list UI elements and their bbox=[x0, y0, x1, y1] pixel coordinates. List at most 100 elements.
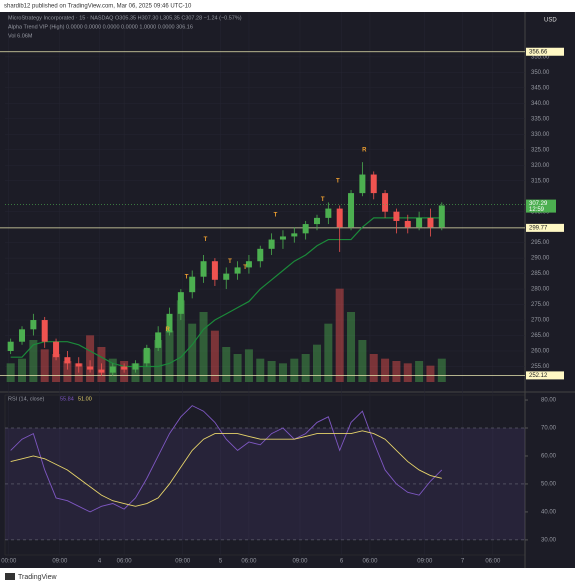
footer-logo: TradingView bbox=[18, 574, 57, 581]
publisher-line: shardib12 published on TradingView.com, … bbox=[4, 4, 192, 10]
candle-body bbox=[291, 233, 298, 237]
volume-bar bbox=[176, 300, 185, 382]
x-tick-label: 5 bbox=[219, 559, 223, 565]
x-tick-label: 09:00 bbox=[417, 559, 433, 565]
x-tick-label: 06:00 bbox=[362, 559, 378, 565]
trend-line bbox=[10, 217, 442, 368]
candle-body bbox=[109, 366, 116, 373]
candle-body bbox=[314, 217, 320, 225]
legend-value: 55.84 bbox=[60, 396, 74, 402]
signal-label: T bbox=[321, 197, 325, 203]
x-tick-label: 4 bbox=[98, 559, 102, 565]
candle-body bbox=[438, 205, 445, 228]
candle-body bbox=[98, 369, 105, 373]
candle-body bbox=[427, 217, 434, 228]
candle-body bbox=[155, 332, 162, 348]
candle-body bbox=[132, 363, 139, 370]
y-tick-label: 60.00 bbox=[541, 454, 557, 460]
signal-label: T bbox=[336, 178, 340, 184]
volume-bar bbox=[244, 349, 253, 382]
candle-body bbox=[302, 224, 309, 234]
signal-label: R bbox=[362, 147, 367, 153]
candle-body bbox=[257, 248, 264, 262]
candle-body bbox=[336, 208, 343, 228]
x-tick-label: 06:00 bbox=[485, 559, 501, 565]
y-tick-label: 320.00 bbox=[531, 163, 550, 169]
x-tick-label: 6 bbox=[340, 559, 344, 565]
y-tick-label: 80.00 bbox=[541, 398, 557, 404]
last-price-label: 307.29 bbox=[529, 201, 548, 207]
volume-bar bbox=[335, 288, 344, 382]
y-tick-label: 355.00 bbox=[531, 54, 550, 60]
y-tick-label: 270.00 bbox=[531, 318, 550, 324]
candle-body bbox=[177, 292, 184, 314]
candle-body bbox=[223, 273, 230, 280]
volume-bar bbox=[358, 340, 367, 382]
volume-bar bbox=[222, 347, 231, 382]
y-tick-label: 350.00 bbox=[531, 70, 550, 76]
volume-bar bbox=[6, 363, 15, 382]
x-tick-label: 06:00 bbox=[241, 559, 257, 565]
signal-label: T bbox=[204, 237, 208, 243]
volume-bar bbox=[415, 361, 424, 382]
signal-label: T bbox=[243, 265, 247, 271]
legend-text: MicroStrategy Incorporated · 15 · NASDAQ… bbox=[8, 15, 242, 21]
candle-body bbox=[348, 193, 355, 228]
x-tick-label: 00:00 bbox=[1, 559, 17, 565]
volume-bar bbox=[63, 361, 72, 382]
volume-bar bbox=[278, 363, 287, 382]
candle-body bbox=[416, 217, 423, 228]
x-tick-label: 09:00 bbox=[175, 559, 191, 565]
volume-bar bbox=[188, 323, 197, 382]
volume-bar bbox=[131, 363, 140, 382]
candle-body bbox=[382, 193, 389, 212]
volume-bar bbox=[437, 358, 446, 382]
volume-bar bbox=[381, 358, 390, 382]
countdown-label: 12:59 bbox=[529, 207, 545, 213]
volume-bar bbox=[233, 354, 242, 382]
signal-label: R bbox=[165, 327, 170, 333]
volume-bar bbox=[40, 349, 49, 382]
y-tick-label: 70.00 bbox=[541, 426, 557, 432]
candle-body bbox=[7, 341, 14, 351]
volume-bar bbox=[199, 312, 208, 382]
candle-body bbox=[75, 363, 82, 367]
candle-body bbox=[279, 236, 286, 240]
volume-bar bbox=[313, 344, 321, 382]
candle-body bbox=[370, 174, 377, 194]
candle-body bbox=[121, 366, 128, 370]
rsi-line bbox=[10, 430, 442, 507]
volume-bar bbox=[369, 354, 378, 382]
volume-bar bbox=[52, 354, 61, 382]
y-tick-label: 345.00 bbox=[531, 85, 550, 91]
volume-bar bbox=[290, 358, 299, 382]
legend-text: RSI (14, close) bbox=[8, 396, 45, 402]
volume-bar bbox=[324, 323, 333, 382]
y-tick-label: 340.00 bbox=[531, 101, 550, 107]
legend-value: 51.00 bbox=[78, 396, 92, 402]
legend-text: Vol 6.06M bbox=[8, 33, 33, 39]
candle-body bbox=[53, 341, 60, 358]
candle-body bbox=[166, 313, 173, 333]
x-tick-label: 09:00 bbox=[292, 559, 308, 565]
candle-body bbox=[87, 366, 94, 370]
volume-bar bbox=[29, 340, 38, 382]
signal-label: T bbox=[185, 274, 189, 280]
price-label: 299.77 bbox=[529, 225, 548, 231]
volume-bar bbox=[210, 330, 219, 382]
volume-bar bbox=[74, 363, 83, 382]
candle-body bbox=[245, 261, 252, 268]
candle-body bbox=[143, 347, 150, 364]
y-tick-label: 260.00 bbox=[531, 349, 550, 355]
candle-body bbox=[30, 320, 37, 330]
signal-label: T bbox=[274, 212, 278, 218]
price-label-box bbox=[526, 47, 564, 56]
currency-label: USD bbox=[544, 18, 557, 24]
y-tick-label: 285.00 bbox=[531, 271, 550, 277]
volume-bar bbox=[154, 340, 163, 382]
candle-body bbox=[41, 320, 48, 342]
price-label: 252.12 bbox=[529, 373, 548, 379]
signal-label: T bbox=[228, 259, 232, 265]
volume-bar bbox=[403, 363, 412, 382]
y-tick-label: 335.00 bbox=[531, 116, 550, 122]
